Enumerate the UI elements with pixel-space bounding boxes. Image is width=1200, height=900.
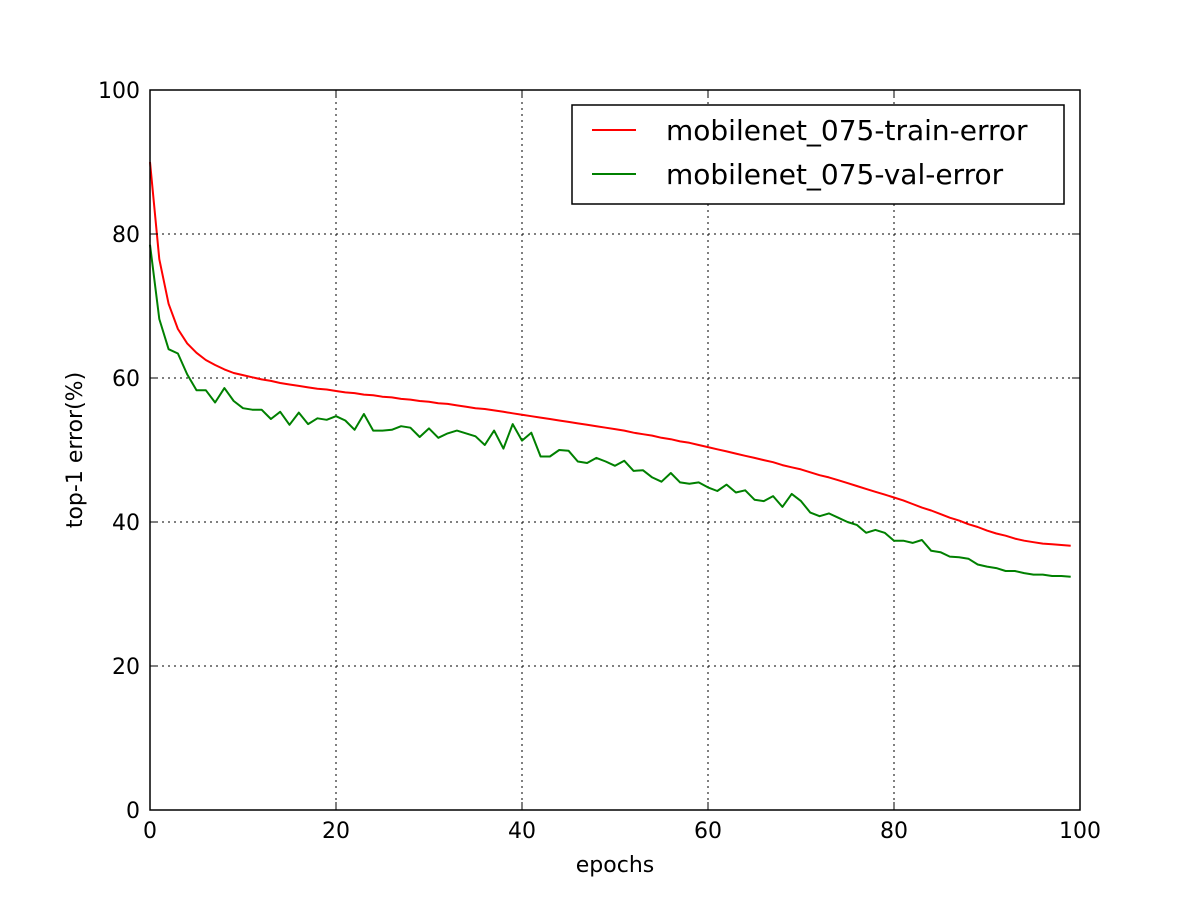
x-tick-label: 100 xyxy=(1059,819,1101,844)
val-error-line xyxy=(149,244,1071,578)
train-error-line xyxy=(149,161,1071,547)
legend-box xyxy=(571,104,1065,205)
x-tick-label: 0 xyxy=(143,819,157,844)
legend-label-train: mobilenet_075-train-error xyxy=(666,114,1028,147)
y-tick-label: 20 xyxy=(112,655,140,680)
y-tick-label: 60 xyxy=(112,367,140,392)
series-lines xyxy=(149,161,1071,578)
y-tick-label: 100 xyxy=(98,79,140,104)
x-tick-label: 40 xyxy=(508,819,536,844)
plot-area-frame xyxy=(149,89,1081,811)
y-tick-label: 0 xyxy=(126,799,140,824)
x-tick-label: 60 xyxy=(694,819,722,844)
x-tick-label: 80 xyxy=(880,819,908,844)
axis-ticks: 0 20 40 60 80 100 0 20 40 60 80 100 xyxy=(98,79,1101,844)
x-tick-label: 20 xyxy=(322,819,350,844)
y-tick-label: 40 xyxy=(112,511,140,536)
grid-lines xyxy=(150,90,1080,810)
legend-label-val: mobilenet_075-val-error xyxy=(666,158,1004,191)
y-tick-label: 80 xyxy=(112,223,140,248)
legend: mobilenet_075-train-error mobilenet_075-… xyxy=(571,104,1065,205)
x-axis-label: epochs xyxy=(576,853,654,878)
y-axis-label: top-1 error(%) xyxy=(63,372,88,528)
